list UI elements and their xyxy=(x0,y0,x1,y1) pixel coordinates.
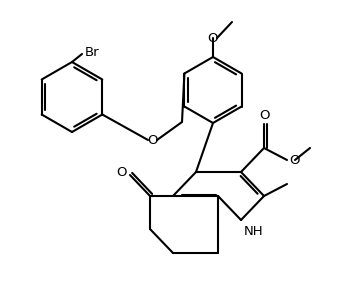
Text: O: O xyxy=(147,134,157,147)
Text: NH: NH xyxy=(244,225,264,238)
Text: O: O xyxy=(208,31,218,45)
Text: Br: Br xyxy=(85,46,100,58)
Text: O: O xyxy=(116,166,127,179)
Text: O: O xyxy=(259,109,269,122)
Text: O: O xyxy=(289,154,300,166)
